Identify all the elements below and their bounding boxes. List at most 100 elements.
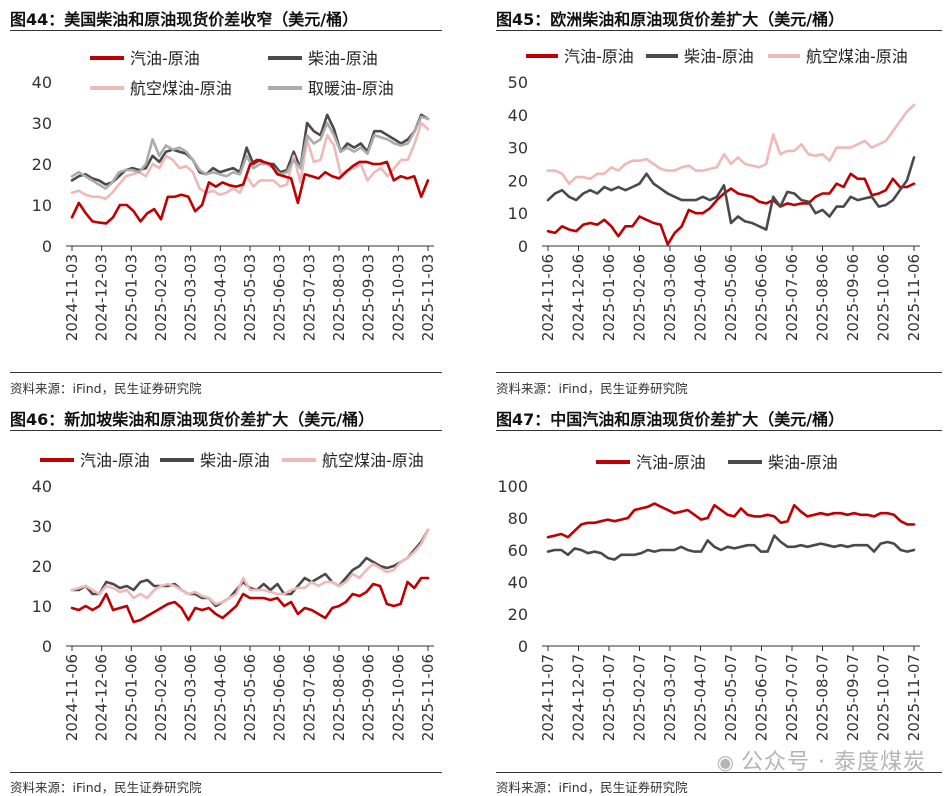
legend-label: 航空煤油-原油 xyxy=(322,451,424,470)
x-tick-label: 2025-06-06 xyxy=(271,654,289,741)
x-tick-label: 2024-12-03 xyxy=(93,254,111,341)
watermark: ◉ 公众号 · 泰度煤炭 xyxy=(717,744,926,776)
legend-label: 汽油-原油 xyxy=(636,453,706,472)
y-tick-label: 50 xyxy=(508,73,528,92)
x-tick-label: 2024-11-07 xyxy=(539,654,557,741)
x-tick-label: 2025-04-06 xyxy=(692,254,710,341)
series-line-1 xyxy=(546,156,916,231)
chart-plot: 0 10 20 30 40 2024-11-03 2024-12-03 2025-01-03 2… xyxy=(32,49,437,341)
x-tick-label: 2025-08-06 xyxy=(814,254,832,341)
x-tick-label: 2025-10-06 xyxy=(875,254,893,341)
x-tick-label: 2025-05-07 xyxy=(722,654,740,741)
x-tick-label: 2025-02-06 xyxy=(631,254,649,341)
y-tick-label: 40 xyxy=(32,477,52,496)
series-line-0 xyxy=(546,172,916,246)
y-tick-label: 60 xyxy=(508,541,528,560)
y-tick-label: 0 xyxy=(42,237,52,256)
source-note: 资料来源：iFind，民生证券研究院 xyxy=(10,381,202,396)
x-tick-label: 2025-02-03 xyxy=(152,254,170,341)
legend-label: 航空煤油-原油 xyxy=(806,47,908,66)
x-tick-label: 2025-07-07 xyxy=(783,654,801,741)
chart-title: 图46：新加坡柴油和原油现货价差扩大（美元/桶） xyxy=(10,410,375,429)
x-tick-label: 2025-02-07 xyxy=(631,654,649,741)
series-line-0 xyxy=(70,158,430,225)
y-tick-label: 20 xyxy=(32,155,52,174)
y-tick-label: 0 xyxy=(518,237,528,256)
x-tick-label: 2025-03-06 xyxy=(182,654,200,741)
x-tick-label: 2024-11-06 xyxy=(63,654,81,741)
title-divider xyxy=(10,430,442,431)
x-tick-label: 2025-01-06 xyxy=(600,254,618,341)
legend-label: 汽油-原油 xyxy=(80,451,150,470)
series-line-3 xyxy=(70,115,430,190)
series-line-2 xyxy=(70,528,430,606)
y-tick-label: 10 xyxy=(508,204,528,223)
legend-label: 取暖油-原油 xyxy=(308,79,394,98)
x-tick-label: 2025-03-06 xyxy=(661,254,679,341)
x-tick-label: 2025-02-06 xyxy=(152,654,170,741)
chart-panel-47: 图47：中国汽油和原油现货价差扩大（美元/桶） 0 20 40 60 80 100 2024… xyxy=(496,404,942,796)
x-tick-label: 2025-04-07 xyxy=(692,654,710,741)
x-tick-label: 2025-09-07 xyxy=(844,654,862,741)
x-tick-label: 2025-06-06 xyxy=(753,254,771,341)
x-tick-label: 2024-11-03 xyxy=(63,254,81,341)
legend-label: 柴油-原油 xyxy=(768,453,838,472)
chart-title: 图45：欧洲柴油和原油现货价差扩大（美元/桶） xyxy=(496,10,845,29)
x-tick-label: 2025-05-06 xyxy=(722,254,740,341)
y-tick-label: 40 xyxy=(32,73,52,92)
chart-panel-44: 图44：美国柴油和原油现货价差收窄（美元/桶） 0 10 20 30 40 2024-11… xyxy=(10,0,442,396)
legend-label: 汽油-原油 xyxy=(130,49,200,68)
x-tick-label: 2025-04-03 xyxy=(211,254,229,341)
x-tick-label: 2025-06-07 xyxy=(753,654,771,741)
x-tick-label: 2025-09-06 xyxy=(844,254,862,341)
series-line-2 xyxy=(546,103,916,185)
legend-label: 航空煤油-原油 xyxy=(130,79,232,98)
title-divider xyxy=(496,430,942,431)
chart-panel-45: 图45：欧洲柴油和原油现货价差扩大（美元/桶） 0 10 20 30 40 50 2024-… xyxy=(496,0,942,396)
y-tick-label: 20 xyxy=(32,557,52,576)
source-divider xyxy=(10,772,442,773)
y-tick-label: 10 xyxy=(32,597,52,616)
series-line-1 xyxy=(546,534,916,561)
x-tick-label: 2025-03-07 xyxy=(661,654,679,741)
x-tick-label: 2025-07-06 xyxy=(783,254,801,341)
y-tick-label: 10 xyxy=(32,196,52,215)
y-tick-label: 40 xyxy=(508,573,528,592)
x-tick-label: 2025-08-06 xyxy=(330,654,348,741)
x-tick-label: 2024-11-06 xyxy=(539,254,557,341)
chart-plot: 0 10 20 30 40 50 2024-11-06 2024-12-06 2025-01-0… xyxy=(508,47,923,341)
y-tick-label: 30 xyxy=(32,114,52,133)
series-line-2 xyxy=(70,121,430,201)
title-divider xyxy=(10,30,442,31)
legend-label: 柴油-原油 xyxy=(200,451,270,470)
source-note: 资料来源：iFind，民生证券研究院 xyxy=(10,780,202,795)
series-line-1 xyxy=(70,528,430,608)
source-note: 资料来源：iFind，民生证券研究院 xyxy=(496,381,688,396)
source-divider xyxy=(10,372,442,373)
x-tick-label: 2025-09-03 xyxy=(360,254,378,341)
source-divider xyxy=(496,372,942,373)
x-tick-label: 2024-12-07 xyxy=(570,654,588,741)
x-tick-label: 2025-01-03 xyxy=(122,254,140,341)
y-tick-label: 0 xyxy=(42,637,52,656)
x-tick-label: 2025-06-03 xyxy=(271,254,289,341)
x-tick-label: 2025-09-06 xyxy=(360,654,378,741)
x-tick-label: 2025-10-06 xyxy=(389,654,407,741)
y-tick-label: 30 xyxy=(508,139,528,158)
x-tick-label: 2025-05-03 xyxy=(241,254,259,341)
series-line-0 xyxy=(546,502,916,539)
x-tick-label: 2025-11-03 xyxy=(419,254,437,341)
source-divider xyxy=(496,772,942,773)
x-tick-label: 2025-07-03 xyxy=(300,254,318,341)
y-tick-label: 30 xyxy=(32,517,52,536)
y-tick-label: 100 xyxy=(497,477,528,496)
watermark-text: 公众号 · 泰度煤炭 xyxy=(741,750,926,775)
chart-plot: 0 20 40 60 80 100 2024-11-07 2024-12-07 2025-01-… xyxy=(497,453,923,741)
x-tick-label: 2025-11-06 xyxy=(905,254,923,341)
x-tick-label: 2024-12-06 xyxy=(570,254,588,341)
x-tick-label: 2025-11-07 xyxy=(905,654,923,741)
y-tick-label: 40 xyxy=(508,106,528,125)
chart-plot: 0 10 20 30 40 2024-11-06 2024-12-06 2025-01-06 2… xyxy=(32,451,437,741)
series-line-0 xyxy=(70,576,430,624)
wechat-icon: ◉ xyxy=(716,750,736,774)
